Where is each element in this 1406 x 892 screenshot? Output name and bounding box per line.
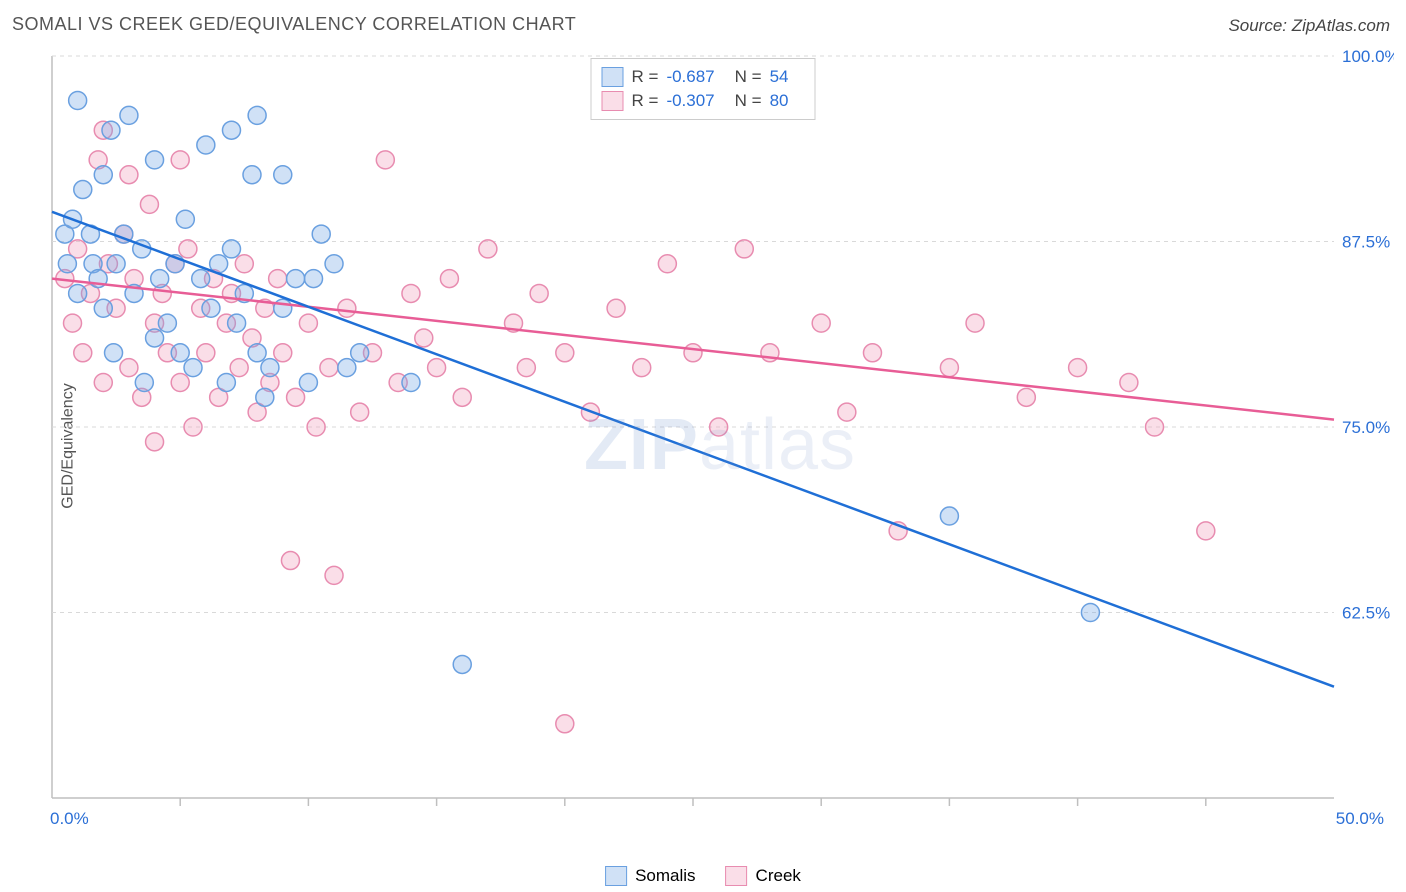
- source-label: Source: ZipAtlas.com: [1228, 16, 1390, 36]
- svg-text:100.0%: 100.0%: [1342, 50, 1394, 66]
- legend-row: R = -0.307 N = 80: [602, 89, 801, 113]
- chart-area: 62.5%75.0%87.5%100.0%0.0%50.0% ZIPatlas: [46, 50, 1394, 840]
- svg-text:50.0%: 50.0%: [1336, 809, 1384, 828]
- legend-label: Somalis: [635, 866, 695, 886]
- legend-row: R = -0.687 N = 54: [602, 65, 801, 89]
- series-legend: Somalis Creek: [605, 866, 801, 886]
- svg-text:0.0%: 0.0%: [50, 809, 89, 828]
- legend-swatch: [605, 866, 627, 886]
- legend-item: Somalis: [605, 866, 695, 886]
- r-value: -0.687: [666, 67, 714, 87]
- n-value: 54: [770, 67, 789, 87]
- legend-swatch: [726, 866, 748, 886]
- n-label: N =: [735, 67, 762, 87]
- n-value: 80: [770, 91, 789, 111]
- legend-label: Creek: [756, 866, 801, 886]
- svg-text:62.5%: 62.5%: [1342, 604, 1390, 623]
- svg-text:87.5%: 87.5%: [1342, 233, 1390, 252]
- scatter-chart: 62.5% 75.0% 87.5% 100.0% 0.0% 50.0%: [46, 50, 1394, 840]
- legend-item: Creek: [726, 866, 801, 886]
- chart-title: SOMALI VS CREEK GED/EQUIVALENCY CORRELAT…: [12, 14, 576, 34]
- legend-swatch: [602, 67, 624, 87]
- n-label: N =: [735, 91, 762, 111]
- r-label: R =: [632, 67, 659, 87]
- svg-text:75.0%: 75.0%: [1342, 418, 1390, 437]
- legend-swatch: [602, 91, 624, 111]
- r-value: -0.307: [666, 91, 714, 111]
- r-label: R =: [632, 91, 659, 111]
- stats-legend: R = -0.687 N = 54 R = -0.307 N = 80: [591, 58, 816, 120]
